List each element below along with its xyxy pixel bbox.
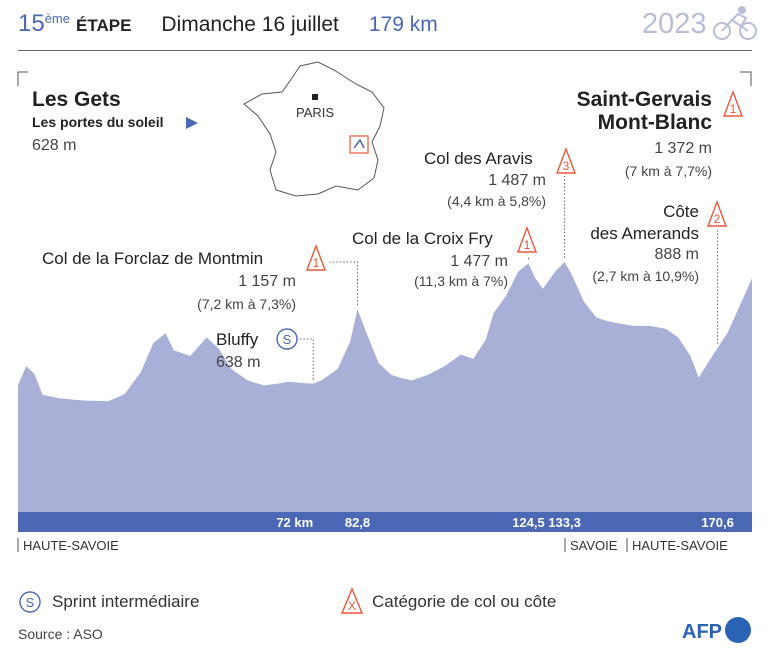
climb-forclaz-detail: (7,2 km à 7,3%) (197, 296, 296, 312)
climb-forclaz-name: Col de la Forclaz de Montmin (42, 249, 264, 268)
start-subtitle: Les portes du soleil (32, 114, 164, 130)
cat-croix-fry: 1 (524, 238, 531, 252)
brand-text: AFP (682, 621, 722, 643)
cat-forclaz: 1 (313, 256, 320, 270)
finish-name-line1: Saint-Gervais (576, 88, 712, 111)
start-name: Les Gets (32, 88, 121, 111)
sprint-bluffy-altitude: 638 m (216, 354, 261, 371)
start-arrow-icon (186, 117, 198, 129)
stage-distance: 179 km (368, 13, 438, 36)
source-note: Source : ASO (18, 626, 103, 642)
paris-marker (312, 94, 318, 100)
legend-sprint-icon (19, 591, 41, 613)
stage-date: Dimanche 16 juillet (161, 13, 339, 36)
climb-croix-fry-detail: (11,3 km à 7%) (414, 273, 508, 289)
km-label: 170,6 (701, 515, 734, 530)
cyclist-icon (713, 6, 757, 40)
climb-amerands-altitude: 888 m (654, 246, 699, 263)
start-altitude: 628 m (32, 137, 77, 154)
stage-header: 15 ème ÉTAPE Dimanche 16 juillet 179 km (18, 10, 438, 44)
afp-logo: AFP (682, 617, 751, 643)
stage-route-mini (353, 138, 365, 149)
sprint-symbol: S (283, 332, 292, 347)
legend-climb-icon (340, 587, 364, 614)
climb-forclaz-altitude: 1 157 m (238, 273, 296, 290)
finish-name: Saint-Gervais Mont-Blanc (540, 88, 712, 134)
km-label: 124,5 (512, 515, 545, 530)
climb-aravis-name: Col des Aravis (424, 149, 533, 168)
stage-suffix: ème (44, 11, 70, 26)
km-label: 82,8 (345, 515, 370, 530)
cat-finish: 1 (730, 102, 737, 116)
marker-leader-lines (297, 176, 719, 380)
climb-amerands-name-line1: Côte (663, 202, 699, 221)
climb-amerands-name-line2: des Amerands (590, 224, 699, 243)
stage-location-box (349, 135, 369, 154)
department-left: HAUTE-SAVOIE (23, 538, 119, 553)
climb-amerands-detail: (2,7 km à 10,9%) (592, 268, 699, 284)
km-label: 133,3 (548, 515, 581, 530)
climb-croix-fry-altitude: 1 477 m (450, 253, 508, 270)
legend-climb-symbol: X (348, 599, 356, 613)
climb-aravis-detail: (4,4 km à 5,8%) (447, 193, 546, 209)
header-divider (18, 50, 752, 51)
km-labels: 72 km 82,8 124,5 133,3 170,6 (276, 515, 734, 530)
year-label: 2023 (642, 8, 707, 40)
km-label: 72 km (276, 515, 313, 530)
chart-frame (17, 71, 752, 86)
department-separators (17, 538, 628, 552)
sprint-icon (276, 328, 298, 350)
legend-climb-label: Catégorie de col ou côte (372, 592, 557, 611)
finish-detail: (7 km à 7,7%) (624, 163, 712, 179)
map-city-label: PARIS (296, 105, 335, 120)
legend-sprint-label: Sprint intermédiaire (52, 592, 200, 611)
stage-number: 15 (18, 10, 45, 37)
legend-sprint-symbol: S (26, 595, 35, 610)
sprint-bluffy-name: Bluffy (216, 330, 259, 349)
climb-aravis-altitude: 1 487 m (488, 172, 546, 189)
department-right-b: HAUTE-SAVOIE (632, 538, 728, 553)
climb-croix-fry-name: Col de la Croix Fry (352, 229, 493, 248)
department-right-a: SAVOIE (570, 538, 618, 553)
leader-line (329, 261, 359, 306)
category-triangle-icon (305, 90, 744, 271)
finish-altitude: 1 372 m (654, 140, 712, 157)
leader-line (297, 338, 314, 380)
distance-bar (18, 512, 752, 532)
cat-aravis: 3 (563, 159, 570, 173)
finish-name-line2: Mont-Blanc (597, 111, 712, 134)
stage-word: ÉTAPE (76, 16, 132, 35)
cat-amerands: 2 (714, 212, 721, 226)
france-map (243, 61, 385, 197)
climb-amerands-name: Côte des Amerands (560, 201, 699, 245)
elevation-profile-area (18, 261, 752, 512)
